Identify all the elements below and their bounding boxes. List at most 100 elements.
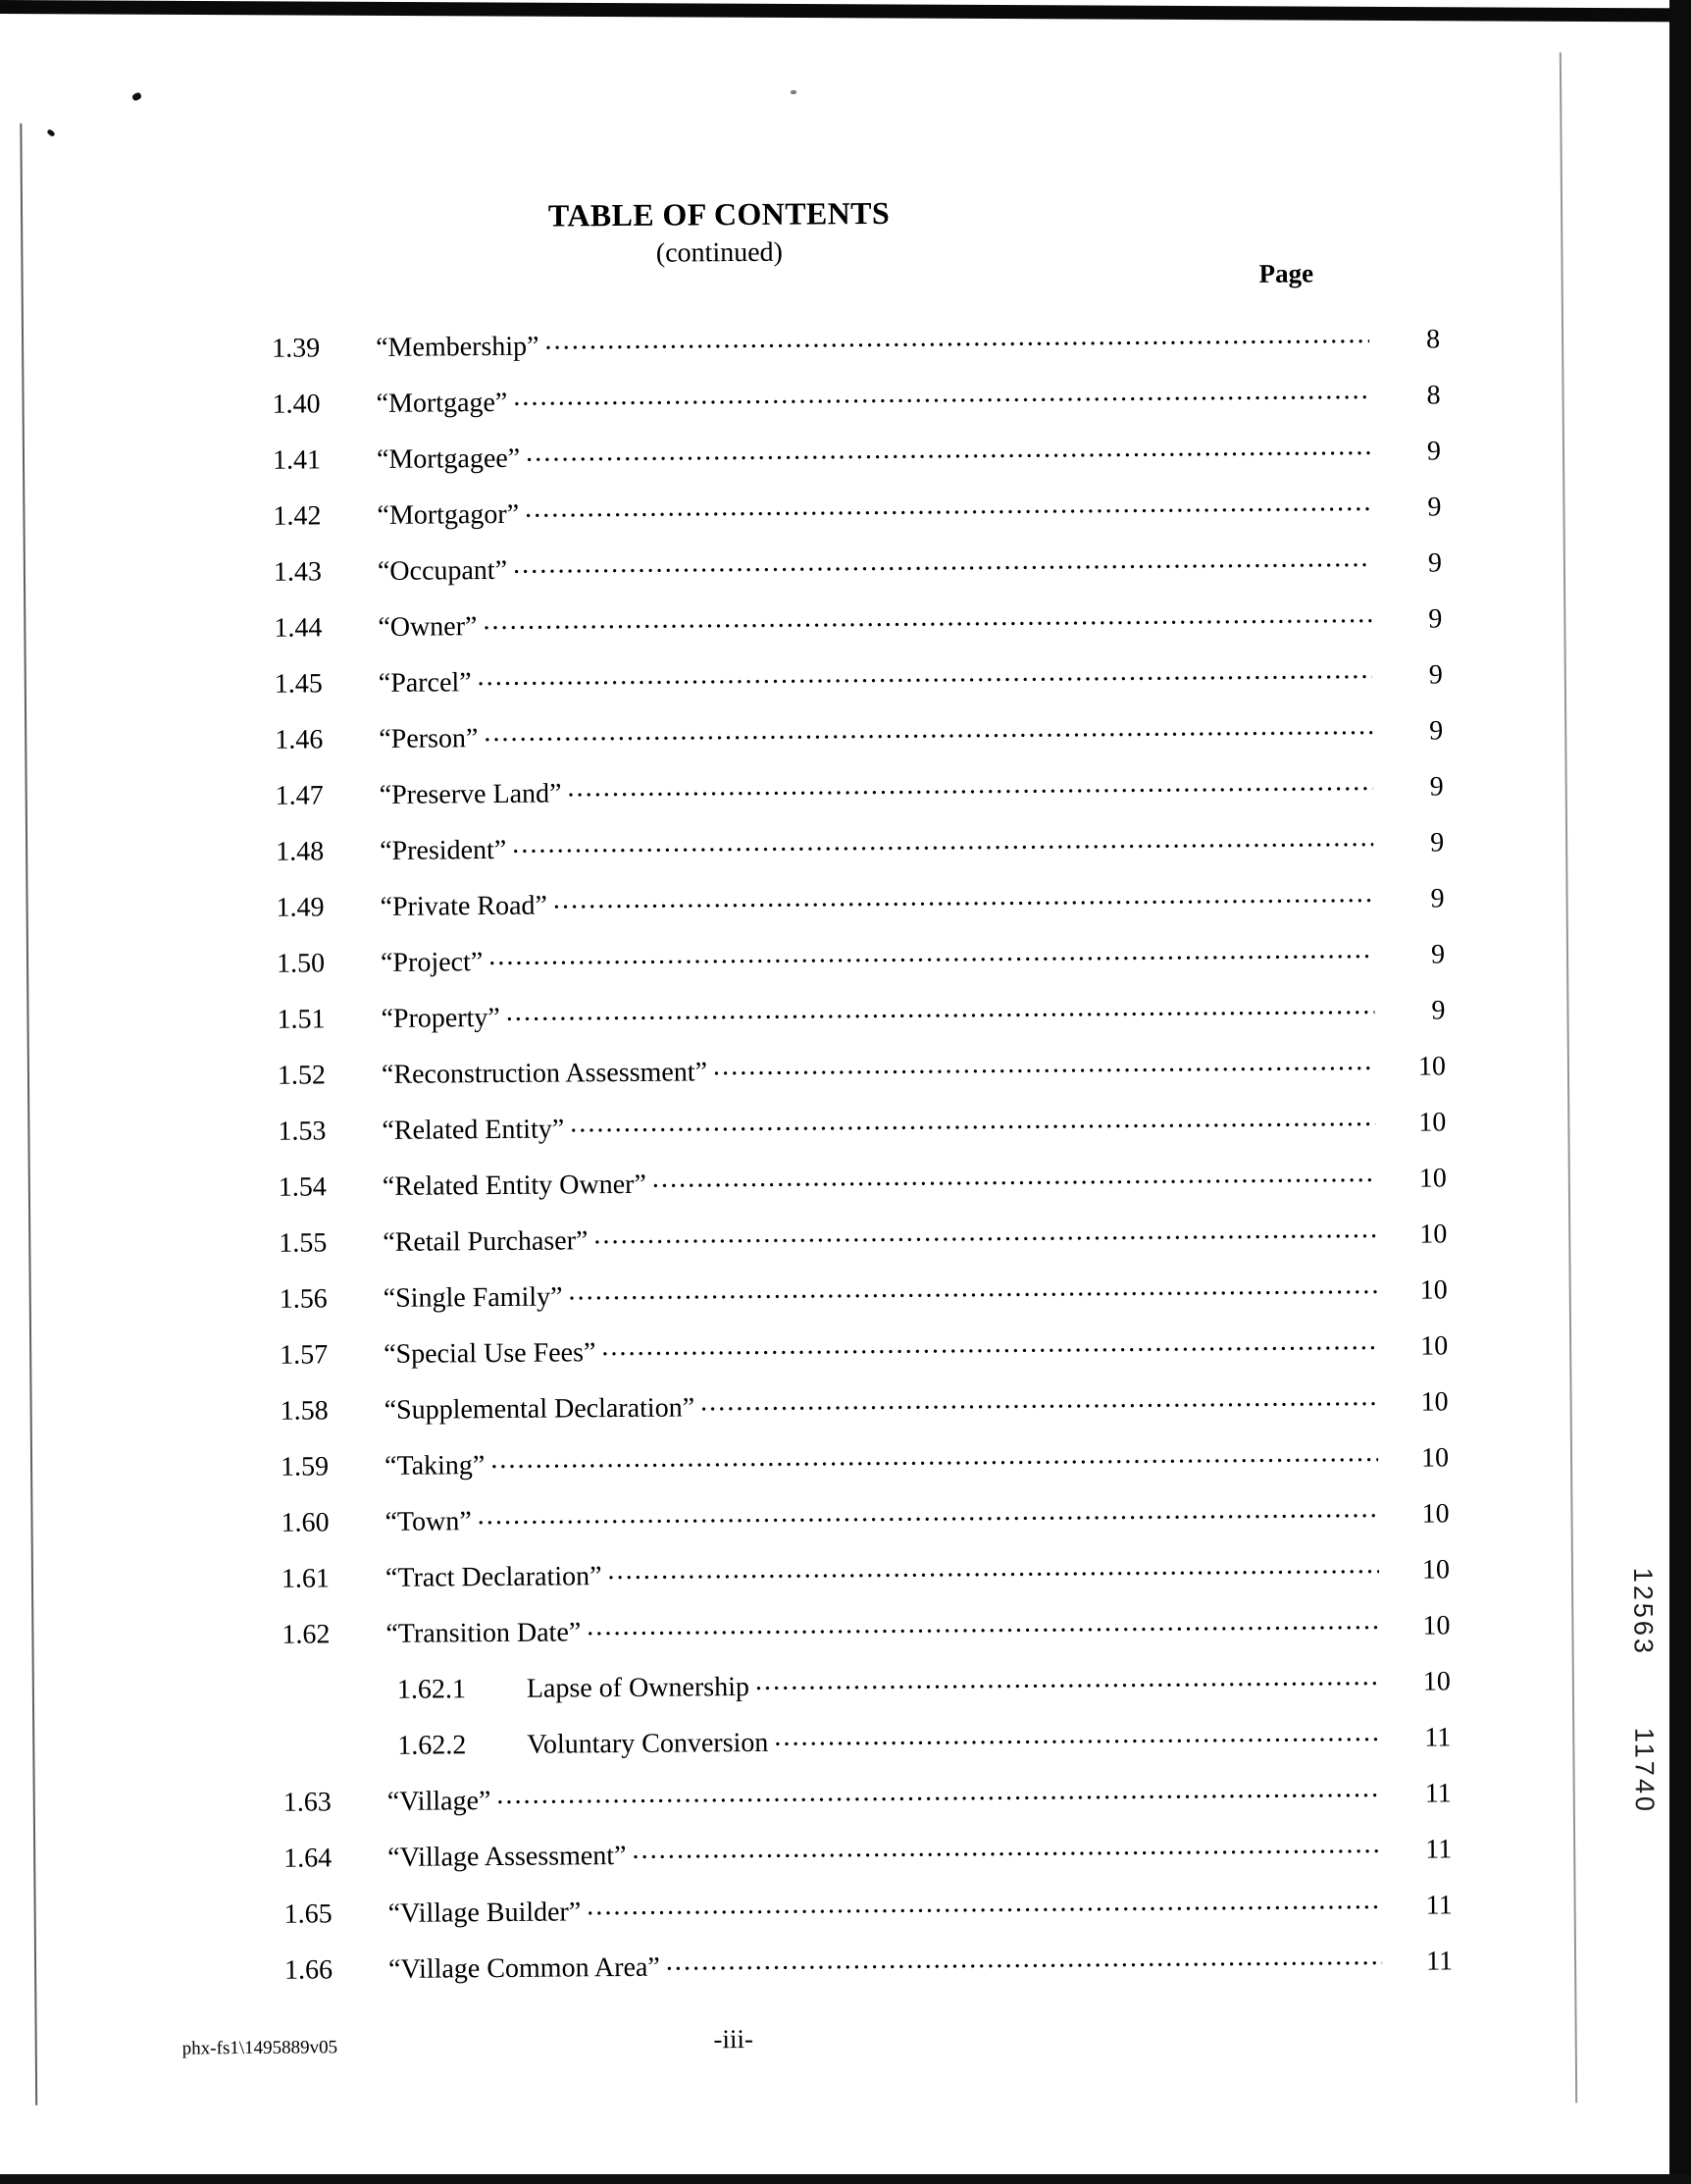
- toc-entry-title: Voluntary Conversion: [527, 1727, 769, 1760]
- toc-entry-page: 11: [1425, 1834, 1453, 1865]
- toc-entry-number: 1.52: [277, 1060, 327, 1091]
- toc-entry-page: 9: [1430, 827, 1445, 858]
- toc-entry-title: “Village Assessment”: [387, 1840, 627, 1873]
- toc-entry-title: “Special Use Fees”: [384, 1337, 596, 1370]
- toc-entry-title: “Property”: [381, 1002, 500, 1034]
- toc-entry-number: 1.66: [283, 1954, 333, 1986]
- toc-entry-number: 1.57: [280, 1339, 329, 1371]
- toc-entry-number: 1.63: [282, 1787, 332, 1818]
- toc-entry-title: Lapse of Ownership: [526, 1671, 750, 1704]
- toc-dot-leader: [700, 1383, 1378, 1416]
- toc-entry-page: 9: [1430, 883, 1445, 914]
- toc-entry-number: 1.50: [276, 948, 326, 979]
- toc-entry-page: 11: [1424, 1722, 1452, 1753]
- toc-entry-page: 10: [1422, 1610, 1451, 1641]
- toc-entry-number: 1.60: [281, 1507, 330, 1538]
- page-title: TABLE OF CONTENTS: [547, 194, 891, 234]
- toc-entry-number: 1.55: [279, 1227, 328, 1259]
- toc-entry-number: 1.45: [274, 668, 323, 700]
- toc-entry-page: 9: [1430, 939, 1446, 970]
- footer-page-label: -iii-: [713, 2023, 754, 2054]
- toc-dot-leader: [488, 936, 1374, 970]
- toc-entry: 1.66 “Village Common Area” 11: [7, 1940, 1691, 2009]
- toc-entry-title: “Town”: [384, 1506, 472, 1537]
- toc-dot-leader: [570, 1104, 1375, 1137]
- page-subtitle: (continued): [655, 236, 784, 269]
- toc-entry-page: 10: [1419, 1219, 1448, 1250]
- toc-entry-number: 1.53: [278, 1116, 327, 1147]
- toc-entry-title: “Preserve Land”: [379, 778, 562, 810]
- toc-dot-leader: [713, 1048, 1375, 1080]
- toc-entry-number: 1.48: [276, 836, 325, 867]
- toc-dot-leader: [601, 1327, 1377, 1361]
- toc-entry-title: “President”: [380, 834, 507, 866]
- toc-entry-number: 1.62.2: [397, 1730, 467, 1761]
- toc-entry-page: 11: [1425, 1946, 1454, 1977]
- toc-entry-title: “Mortgage”: [376, 387, 508, 419]
- toc-entry-page: 9: [1431, 995, 1446, 1026]
- toc-entry-title: “Village”: [386, 1786, 491, 1817]
- toc-entry-title: “Owner”: [378, 611, 478, 643]
- toc-entry-number: 1.44: [274, 612, 323, 644]
- toc-dot-leader: [607, 1551, 1379, 1585]
- toc-entry-number: 1.47: [275, 780, 324, 811]
- toc-entry-title: “Mortgagor”: [377, 498, 520, 531]
- toc-entry-title: “Project”: [380, 947, 484, 978]
- toc-entry-number: 1.42: [273, 500, 322, 532]
- toc-entry-title: “Mortgagee”: [376, 442, 521, 475]
- toc-entry-number: 1.49: [276, 892, 325, 923]
- toc-dot-leader: [544, 321, 1369, 355]
- toc-dot-leader: [652, 1160, 1376, 1193]
- toc-entry-number: 1.65: [283, 1898, 333, 1930]
- toc-entry-number: 1.61: [281, 1563, 331, 1594]
- toc-dot-leader: [478, 1495, 1379, 1530]
- toc-entry-page: 10: [1420, 1386, 1449, 1418]
- toc-entry-number: 1.62: [282, 1619, 331, 1650]
- toc-entry-number: 1.62.1: [396, 1674, 466, 1705]
- toc-entry-page: 10: [1418, 1163, 1447, 1194]
- toc-entry-page: 11: [1424, 1778, 1452, 1809]
- toc-dot-leader: [512, 824, 1373, 858]
- margin-stamp-top: 12563: [1627, 1567, 1659, 1657]
- page-column-header: Page: [1258, 258, 1314, 288]
- toc-dot-leader: [483, 600, 1371, 635]
- toc-entry-page: 10: [1422, 1666, 1451, 1697]
- margin-stamp-bottom: 11740: [1629, 1727, 1660, 1815]
- toc-entry-number: 1.51: [277, 1004, 326, 1035]
- toc-entry-number: 1.43: [273, 556, 323, 588]
- toc-entry-page: 9: [1427, 547, 1443, 579]
- toc-entry-number: 1.64: [283, 1843, 333, 1874]
- toc-dot-leader: [666, 1943, 1383, 1976]
- toc-entry-page: 10: [1420, 1330, 1449, 1362]
- toc-dot-leader: [567, 768, 1372, 802]
- toc-entry-number: 1.41: [272, 444, 322, 476]
- toc-entry-title: “Transition Date”: [385, 1617, 582, 1649]
- toc-dot-leader: [477, 656, 1371, 691]
- toc-dot-leader: [774, 1719, 1380, 1751]
- toc-entry-page: 8: [1425, 324, 1441, 355]
- toc-entry-page: 8: [1426, 380, 1441, 411]
- toc-dot-leader: [513, 545, 1371, 579]
- toc-entry-title: “Tract Declaration”: [384, 1561, 602, 1593]
- toc-entry-number: 1.39: [272, 333, 321, 364]
- toc-entry-title: “Village Common Area”: [387, 1951, 660, 1985]
- toc-entry-title: “Supplemental Declaration”: [384, 1392, 695, 1426]
- toc-entry-page: 9: [1427, 492, 1442, 523]
- toc-entry-number: 1.54: [278, 1171, 327, 1203]
- toc-entry-page: 9: [1428, 659, 1443, 691]
- table-of-contents: 1.39 “Membership” 8 1.40 “Mortgage” 8 1.41 “Mor…: [0, 318, 1691, 2008]
- toc-dot-leader: [525, 489, 1371, 523]
- toc-entry-title: “Occupant”: [377, 554, 508, 587]
- toc-dot-leader: [755, 1663, 1380, 1695]
- toc-dot-leader: [553, 880, 1374, 914]
- toc-entry-title: “Single Family”: [383, 1281, 563, 1314]
- toc-dot-leader: [632, 1831, 1381, 1864]
- toc-entry-page: 10: [1418, 1107, 1447, 1138]
- toc-entry-number: 1.46: [275, 724, 324, 755]
- toc-dot-leader: [484, 712, 1372, 747]
- toc-dot-leader: [526, 433, 1370, 467]
- toc-entry-page: 11: [1425, 1890, 1453, 1921]
- scan-edge-bottom: [0, 2174, 1691, 2184]
